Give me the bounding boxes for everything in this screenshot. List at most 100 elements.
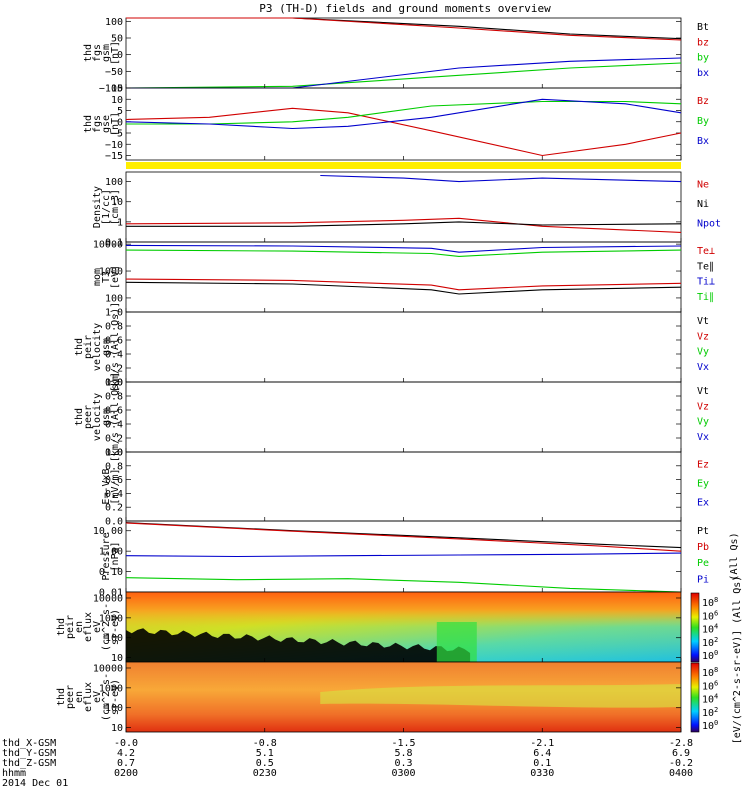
ephemeris-row-label: thd_Z-GSM	[2, 758, 56, 769]
y-tick-label: 0	[117, 117, 123, 128]
y-tick-label: 1	[117, 217, 123, 228]
legend-Bz: Bz	[697, 96, 709, 107]
y-axis-label: [km/s (All Qs)]	[110, 302, 121, 392]
legend-Ne: Ne	[697, 180, 709, 191]
y-tick-label: −50	[105, 67, 123, 78]
legend-Te∥: Te∥	[697, 261, 714, 272]
y-tick-label: 0.2	[105, 434, 123, 445]
y-axis-label: peer	[65, 685, 76, 709]
y-tick-label: 100	[105, 703, 123, 714]
ephemeris-row-label: hhmm	[2, 768, 26, 779]
y-axis-label: thd	[74, 338, 85, 356]
y-axis-label: eflux	[83, 612, 94, 642]
y-axis-label: en	[74, 691, 85, 703]
y-axis-label: eV	[92, 621, 103, 633]
y-axis-label: Pressure	[101, 532, 112, 580]
legend-Vy: Vy	[697, 417, 709, 428]
y-axis-label: T3	[101, 271, 112, 283]
y-tick-label: 0.6	[105, 336, 123, 347]
y-tick-label: 1000	[99, 613, 123, 624]
y-tick-label: 0.4	[105, 420, 123, 431]
legend-Te⊥: Te⊥	[697, 246, 715, 257]
colorbar-label: [eV/(cm^2-s-sr-eV)] (All Qs)	[732, 576, 743, 745]
y-tick-label: 10	[111, 95, 123, 106]
ephemeris-value: -1.5	[391, 738, 415, 749]
legend-Pb: Pb	[697, 542, 709, 553]
y-axis-label: peir	[65, 615, 76, 639]
legend-Vt: Vt	[697, 316, 709, 327]
y-axis-label: mom	[92, 268, 103, 286]
panel-frame	[125, 17, 682, 89]
y-axis-label: eV	[92, 691, 103, 703]
y-axis-label: gse	[101, 115, 112, 133]
y-tick-label: −5	[111, 129, 123, 140]
colorbar-tick-label: 102	[702, 636, 718, 649]
series-line-Bt	[126, 17, 682, 40]
ephemeris-value: 6.4	[533, 748, 551, 759]
series-line-Ti⊥	[125, 244, 682, 253]
legend-Vz: Vz	[697, 331, 709, 342]
y-axis-label: [mV/m]	[110, 468, 121, 504]
y-axis-label: [eV]	[110, 265, 121, 289]
y-axis-label: en	[74, 621, 85, 633]
panel-frame	[125, 311, 682, 383]
legend-Vt: Vt	[697, 386, 709, 397]
y-tick-label: 10000	[93, 663, 123, 674]
legend-By: By	[697, 116, 709, 127]
legend-Ez: Ez	[697, 459, 709, 470]
ephemeris-value: 5.1	[256, 748, 274, 759]
legend-Bx: Bx	[697, 136, 709, 147]
ion-no-count-region	[126, 628, 471, 662]
y-tick-label: 0.0	[105, 378, 123, 389]
legend-Vz: Vz	[697, 401, 709, 412]
y-axis-label: eflux	[83, 682, 94, 712]
y-tick-label: 10	[111, 197, 123, 208]
y-tick-label: 1.0	[105, 378, 123, 389]
y-tick-label: 10	[111, 723, 123, 734]
y-tick-label: 0.8	[105, 461, 123, 472]
y-axis-label: gsm	[101, 408, 112, 426]
colorbar-tick-label: 108	[702, 596, 718, 609]
ephemeris-row-label: thd_Y-GSM	[2, 748, 56, 759]
y-axis-label: gsm	[101, 338, 112, 356]
y-tick-label: 0.8	[105, 322, 123, 333]
colorbar-ion	[690, 592, 700, 663]
y-axis-label: (cm^2-s-	[101, 603, 112, 651]
y-axis-label: Density	[92, 186, 103, 228]
legend-Pe: Pe	[697, 558, 709, 569]
y-tick-label: 0.0	[105, 448, 123, 459]
y-tick-label: 0.2	[105, 364, 123, 375]
y-tick-label: 0.0	[105, 517, 123, 528]
series-line-Ne	[125, 217, 682, 233]
ephemeris-row-label: thd_X-GSM	[2, 738, 56, 749]
series-line-Ti∥	[125, 249, 682, 257]
series-line-By	[126, 100, 682, 125]
y-tick-label: 10.00	[93, 526, 123, 537]
legend-Ti⊥: Ti⊥	[697, 277, 715, 288]
legend-by: by	[697, 53, 709, 64]
legend-Pi: Pi	[697, 574, 709, 585]
panel-frame	[125, 171, 682, 243]
y-axis-label: velocity	[92, 393, 103, 441]
quality-flag-bar	[126, 162, 681, 169]
legend-bx: bx	[697, 68, 709, 79]
y-tick-label: 0.4	[105, 489, 123, 500]
series-line-Pb	[125, 522, 682, 552]
ephemeris-value: 0230	[253, 768, 277, 779]
y-axis-label: [1/cc]	[101, 189, 112, 225]
colorbar-electron	[690, 662, 700, 733]
y-tick-label: 100	[105, 633, 123, 644]
legend-Ni: Ni	[697, 199, 709, 210]
y-axis-label: fgs	[92, 115, 103, 133]
y-axis-label: velocity	[92, 323, 103, 371]
legend-Vy: Vy	[697, 347, 709, 358]
y-axis-label: sr-eV)	[110, 609, 121, 645]
series-line-Npot	[320, 174, 682, 183]
y-axis-label: [nT]	[110, 41, 121, 65]
y-tick-label: 1000	[99, 267, 123, 278]
y-tick-label: −100	[99, 84, 123, 95]
series-line-Te∥	[125, 281, 682, 295]
panel-pressure: 10.00 1.00 0.10 0.01 Pressure[nPa] Pt Pb Pe Pi (A…	[93, 520, 740, 599]
